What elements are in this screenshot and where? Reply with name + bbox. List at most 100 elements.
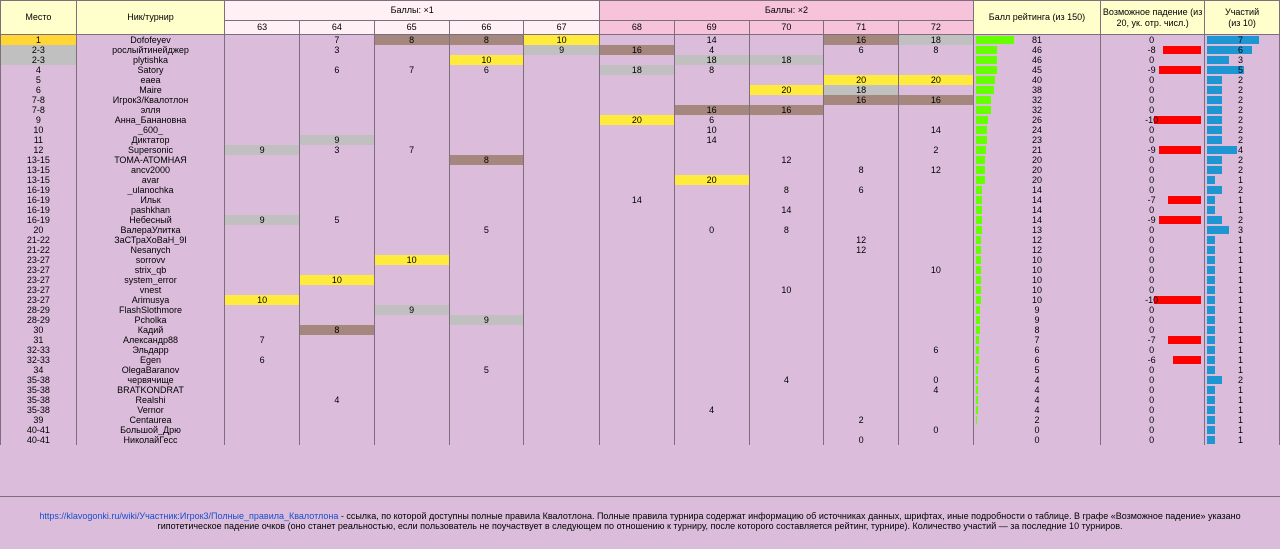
- score-cell: [224, 255, 301, 265]
- score-cell: [373, 85, 450, 95]
- count-bar: [1207, 426, 1215, 434]
- rating-bar: [975, 296, 981, 304]
- count-cell: 1: [1204, 175, 1280, 185]
- count-cell: 2: [1204, 135, 1280, 145]
- rating-value: 10: [1031, 295, 1042, 305]
- score-cell: [448, 375, 525, 385]
- score-cell: [523, 395, 601, 405]
- drop-value: 0: [1149, 235, 1155, 245]
- drop-cell: 0: [1100, 75, 1206, 85]
- score-cell: 18: [898, 34, 974, 45]
- score-cell: [599, 185, 675, 195]
- score-cell: [599, 175, 675, 185]
- count-bar: [1207, 186, 1222, 194]
- score-cell: [373, 355, 450, 365]
- count-bar: [1207, 66, 1245, 74]
- count-cell: 1: [1204, 415, 1280, 425]
- rules-link[interactable]: https://klavogonki.ru/wiki/Участник:Игро…: [39, 511, 339, 521]
- place-cell: 30: [0, 325, 77, 335]
- rating-value: 10: [1031, 285, 1042, 295]
- table-row: 9 Анна_Банановна 20 6 26 -10 2: [0, 115, 1280, 125]
- score-cell: 10: [448, 55, 525, 65]
- score-cell: 5: [299, 215, 375, 225]
- table-row: 21-22 ЗаСТраХоВаН_9I 12 12 0 1: [0, 235, 1280, 245]
- table-row: 16-19 Небесный 9 5 14 -9 2: [0, 215, 1280, 225]
- score-cell: [673, 155, 750, 165]
- count-cell: 6: [1204, 45, 1280, 55]
- score-cell: 8: [299, 325, 375, 335]
- place-cell: 6: [0, 85, 77, 95]
- score-cell: [823, 275, 900, 285]
- score-cell: [448, 285, 525, 295]
- score-cell: [224, 115, 301, 125]
- score-cell: [224, 395, 301, 405]
- drop-cell: 0: [1100, 165, 1206, 175]
- nick-cell: _600_: [75, 125, 226, 135]
- score-cell: [523, 135, 601, 145]
- score-cell: [299, 385, 375, 395]
- drop-cell: -9: [1100, 215, 1206, 225]
- score-cell: [823, 405, 900, 415]
- score-cell: 10: [523, 34, 601, 45]
- score-cell: [448, 115, 525, 125]
- nick-cell: Pcholka: [75, 315, 226, 325]
- score-cell: 4: [748, 375, 825, 385]
- score-cell: [898, 365, 974, 375]
- rating-bar: [975, 136, 987, 144]
- table-row: 1 Dofofeyev 7 8 8 10 14 16 18 81 0 7: [0, 34, 1280, 45]
- count-bar: [1207, 276, 1215, 284]
- count-bar: [1207, 56, 1230, 64]
- score-cell: [224, 95, 301, 105]
- rating-bar: [975, 96, 991, 104]
- score-cell: [224, 245, 301, 255]
- count-bar: [1207, 326, 1215, 334]
- count-cell: 2: [1204, 125, 1280, 135]
- score-cell: [823, 305, 900, 315]
- count-value: 1: [1237, 425, 1243, 435]
- score-cell: [898, 55, 974, 65]
- rating-cell: 13: [972, 225, 1102, 235]
- table-row: 35-38 червячище 4 0 4 0 2: [0, 375, 1280, 385]
- place-cell: 23-27: [0, 285, 77, 295]
- score-cell: 10: [299, 275, 375, 285]
- drop-bar: [1172, 356, 1202, 364]
- rating-bar: [975, 86, 994, 94]
- score-cell: [599, 415, 675, 425]
- drop-cell: -10: [1100, 295, 1206, 305]
- count-cell: 1: [1204, 345, 1280, 355]
- nick-cell: pashkhan: [75, 205, 226, 215]
- drop-cell: 0: [1100, 315, 1206, 325]
- drop-value: 0: [1149, 125, 1155, 135]
- drop-value: 0: [1149, 315, 1155, 325]
- count-cell: 2: [1204, 185, 1280, 195]
- drop-value: 0: [1149, 185, 1155, 195]
- rating-cell: 4: [972, 405, 1102, 415]
- count-bar: [1207, 36, 1259, 44]
- count-bar: [1207, 346, 1215, 354]
- score-cell: [299, 245, 375, 255]
- count-value: 1: [1237, 325, 1243, 335]
- score-cell: [523, 105, 601, 115]
- score-cell: [898, 415, 974, 425]
- score-cell: 10: [224, 295, 301, 305]
- count-cell: 1: [1204, 265, 1280, 275]
- score-cell: [373, 315, 450, 325]
- score-cell: [673, 215, 750, 225]
- score-cell: [823, 145, 900, 155]
- score-cell: 9: [448, 315, 525, 325]
- nick-cell: Ильк: [75, 195, 226, 205]
- score-cell: [673, 385, 750, 395]
- score-cell: [373, 55, 450, 65]
- rating-cell: 26: [972, 115, 1102, 125]
- place-cell: 21-22: [0, 235, 77, 245]
- rating-bar: [975, 46, 998, 54]
- place-cell: 13-15: [0, 165, 77, 175]
- score-cell: [224, 205, 301, 215]
- rating-cell: 4: [972, 395, 1102, 405]
- rating-cell: 12: [972, 235, 1102, 245]
- score-cell: [299, 205, 375, 215]
- score-cell: [448, 335, 525, 345]
- rating-bar: [975, 166, 986, 174]
- table-row: 12 Supersonic 9 3 7 2 21 -9 4: [0, 145, 1280, 155]
- score-cell: [748, 115, 825, 125]
